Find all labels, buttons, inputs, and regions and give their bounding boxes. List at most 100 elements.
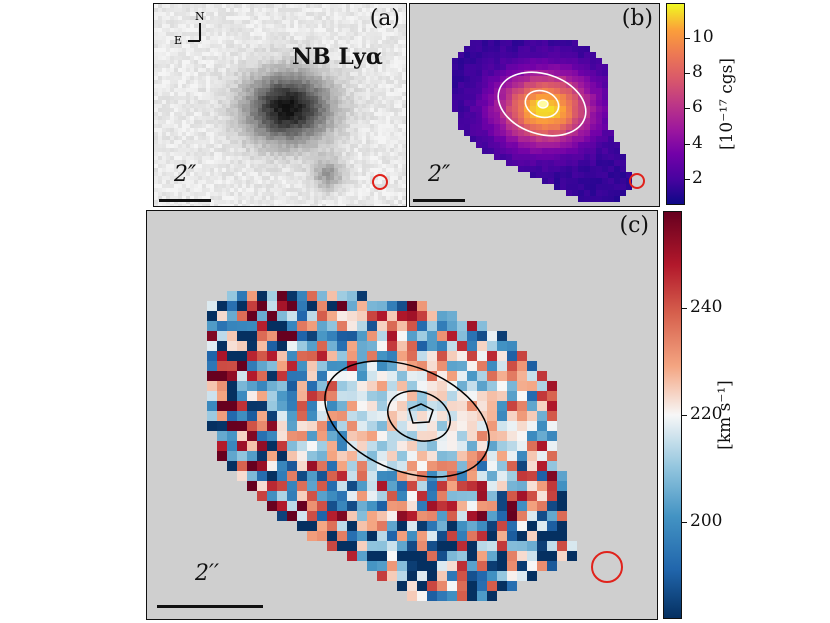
narrowband-pixel [326, 100, 330, 104]
surface-brightness-pixel [542, 82, 548, 88]
narrowband-pixel [234, 152, 238, 156]
narrowband-pixel [318, 92, 322, 96]
surface-brightness-pixel [554, 178, 560, 184]
narrowband-pixel [350, 188, 354, 192]
velocity-pixel [297, 431, 307, 441]
narrowband-pixel [362, 160, 366, 164]
velocity-pixel [487, 471, 497, 481]
narrowband-pixel [374, 140, 378, 144]
narrowband-pixel [390, 40, 394, 44]
narrowband-pixel [326, 64, 330, 68]
narrowband-pixel [402, 120, 406, 124]
narrowband-pixel [294, 36, 298, 40]
narrowband-pixel [314, 172, 318, 176]
velocity-pixel [437, 361, 447, 371]
narrowband-pixel [270, 124, 274, 128]
velocity-pixel [307, 491, 317, 501]
narrowband-pixel [190, 128, 194, 132]
surface-brightness-pixel [494, 100, 500, 106]
narrowband-pixel [366, 160, 370, 164]
narrowband-pixel [222, 4, 226, 8]
narrowband-pixel [226, 96, 230, 100]
surface-brightness-pixel [536, 40, 542, 46]
velocity-pixel [487, 591, 497, 601]
narrowband-pixel [350, 124, 354, 128]
narrowband-pixel [214, 88, 218, 92]
narrowband-pixel [202, 152, 206, 156]
velocity-pixel [527, 381, 537, 391]
surface-brightness-pixel [566, 70, 572, 76]
narrowband-pixel [374, 200, 378, 204]
velocity-pixel [227, 341, 237, 351]
narrowband-pixel [266, 104, 270, 108]
narrowband-pixel [266, 28, 270, 32]
narrowband-pixel [398, 136, 402, 140]
narrowband-pixel [186, 120, 190, 124]
velocity-pixel [447, 461, 457, 471]
narrowband-pixel [350, 32, 354, 36]
narrowband-pixel [270, 168, 274, 172]
narrowband-pixel [206, 44, 210, 48]
narrowband-pixel [258, 36, 262, 40]
narrowband-pixel [362, 20, 366, 24]
velocity-pixel [527, 481, 537, 491]
narrowband-pixel [354, 28, 358, 32]
narrowband-pixel [230, 120, 234, 124]
narrowband-pixel [218, 28, 222, 32]
narrowband-pixel [166, 24, 170, 28]
narrowband-pixel [222, 72, 226, 76]
narrowband-pixel [266, 92, 270, 96]
narrowband-pixel [158, 76, 162, 80]
velocity-pixel [317, 511, 327, 521]
surface-brightness-pixel [596, 70, 602, 76]
surface-brightness-pixel [470, 130, 476, 136]
velocity-pixel [347, 361, 357, 371]
narrowband-pixel [166, 84, 170, 88]
velocity-pixel [547, 511, 557, 521]
surface-brightness-pixel [500, 154, 506, 160]
narrowband-pixel [286, 16, 290, 20]
narrowband-pixel [390, 204, 394, 206]
narrowband-pixel [390, 124, 394, 128]
narrowband-pixel [358, 124, 362, 128]
narrowband-pixel [334, 180, 338, 184]
surface-brightness-pixel [584, 88, 590, 94]
narrowband-pixel [374, 12, 378, 16]
narrowband-pixel [342, 104, 346, 108]
velocity-pixel [227, 461, 237, 471]
velocity-pixel [367, 481, 377, 491]
narrowband-pixel [338, 200, 342, 204]
velocity-pixel [277, 411, 287, 421]
narrowband-pixel [298, 48, 302, 52]
narrowband-pixel [194, 48, 198, 52]
narrowband-pixel [222, 112, 226, 116]
narrowband-pixel [378, 156, 382, 160]
narrowband-pixel [210, 36, 214, 40]
surface-brightness-pixel [542, 112, 548, 118]
narrowband-pixel [202, 100, 206, 104]
velocity-pixel [467, 491, 477, 501]
surface-brightness-pixel [506, 160, 512, 166]
narrowband-pixel [190, 20, 194, 24]
narrowband-pixel [362, 92, 366, 96]
narrowband-pixel [330, 28, 334, 32]
narrowband-pixel [330, 68, 334, 72]
surface-brightness-pixel [464, 58, 470, 64]
narrowband-pixel [382, 28, 386, 32]
narrowband-pixel [322, 80, 326, 84]
narrowband-pixel [190, 4, 194, 8]
narrowband-pixel [246, 100, 250, 104]
narrowband-pixel [246, 172, 250, 176]
narrowband-pixel [286, 136, 290, 140]
velocity-pixel [557, 491, 567, 501]
surface-brightness-pixel [488, 130, 494, 136]
narrowband-pixel [382, 128, 386, 132]
narrowband-pixel [262, 156, 266, 160]
narrowband-pixel [258, 64, 262, 68]
narrowband-pixel [238, 52, 242, 56]
narrowband-pixel [242, 204, 246, 206]
narrowband-pixel [262, 64, 266, 68]
narrowband-pixel [282, 124, 286, 128]
narrowband-pixel [162, 36, 166, 40]
narrowband-pixel [370, 36, 374, 40]
